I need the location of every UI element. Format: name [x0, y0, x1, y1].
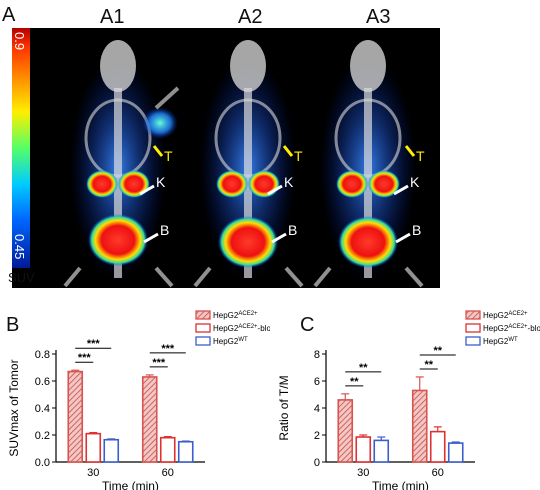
- panel-c-letter: C: [300, 314, 315, 336]
- tumor-label-a1: T: [164, 148, 173, 164]
- y-tick-label: 0.8: [35, 349, 50, 361]
- bladder-label-a2: B: [288, 222, 298, 238]
- legend-label: HepG2WT: [483, 337, 518, 346]
- legend-swatch: [195, 336, 211, 346]
- bar: [85, 432, 102, 463]
- sig-label: ***: [152, 357, 166, 369]
- x-axis-title: Time (min): [372, 479, 429, 490]
- bar: [103, 438, 120, 463]
- mouse-a2: [193, 40, 304, 288]
- panel-a-letter: A: [2, 4, 16, 26]
- legend-label: HepG2ACE2+: [213, 311, 258, 320]
- subpanel-a2-title: A2: [238, 6, 263, 28]
- kidney-label-a2: K: [284, 174, 294, 190]
- bar: [141, 376, 158, 463]
- kidney-label-a1: K: [156, 174, 166, 190]
- legend-label: HepG2ACE2+-block: [483, 324, 540, 333]
- y-axis-title: SUVmax of Tomor: [7, 359, 21, 456]
- sig-label: ***: [87, 338, 101, 350]
- bar: [355, 436, 372, 463]
- tumor-label-a2: T: [294, 148, 303, 164]
- legend-swatch: [195, 310, 211, 320]
- legend-label: HepG2ACE2+-block: [213, 324, 270, 333]
- legend-label: HepG2WT: [213, 337, 248, 346]
- x-axis-title: Time (min): [102, 479, 159, 490]
- bar: [159, 436, 176, 463]
- bar: [447, 442, 464, 463]
- y-tick-label: 2: [314, 430, 320, 442]
- bar: [177, 440, 194, 463]
- y-tick-label: 0: [314, 457, 320, 469]
- suv-colorbar: [12, 28, 30, 268]
- bladder-label-a1: B: [160, 222, 170, 238]
- sig-label: **: [424, 359, 433, 371]
- kidney-label-a3: K: [410, 174, 420, 190]
- panel-b-letter: B: [6, 314, 20, 336]
- sig-label: **: [350, 376, 359, 388]
- y-tick-label: 6: [314, 376, 320, 388]
- y-tick-label: 0.2: [35, 430, 50, 442]
- colorbar-min-label: 0.45: [12, 234, 27, 260]
- bar: [429, 430, 446, 463]
- y-tick-label: 8: [314, 349, 320, 361]
- mouse-a3: [313, 40, 424, 288]
- legend-swatch: [465, 336, 481, 346]
- pet-ct-image-panel: [12, 28, 440, 288]
- tumor-label-a3: T: [416, 148, 425, 164]
- bar: [337, 399, 354, 463]
- subpanel-a3-title: A3: [366, 6, 391, 28]
- subpanel-a1-title: A1: [100, 6, 125, 28]
- colorbar-unit-label: SUV: [8, 270, 35, 285]
- sig-label: **: [433, 345, 442, 357]
- sig-label: ***: [161, 343, 175, 355]
- y-tick-label: 0.0: [35, 457, 50, 469]
- pet-ct-mice-illustration: [63, 40, 424, 288]
- bladder-label-a3: B: [412, 222, 422, 238]
- colorbar-max-label: 0.9: [12, 32, 27, 51]
- tumor-arrows: [152, 145, 416, 157]
- x-tick-label: 30: [357, 467, 369, 479]
- bar: [373, 439, 390, 463]
- x-tick-label: 30: [87, 467, 99, 479]
- legend-swatch: [195, 323, 211, 333]
- sig-label: **: [359, 362, 368, 374]
- legend-label: HepG2ACE2+: [483, 311, 528, 320]
- x-tick-label: 60: [432, 467, 444, 479]
- organ-arrows: [139, 184, 411, 244]
- bar: [67, 370, 84, 463]
- legend-swatch: [465, 323, 481, 333]
- bar: [411, 389, 428, 463]
- legend-swatch: [465, 310, 481, 320]
- y-tick-label: 0.4: [35, 403, 50, 415]
- y-axis-title: Ratio of T/M: [277, 375, 291, 440]
- y-tick-label: 4: [314, 403, 320, 415]
- mouse-a1: [63, 40, 180, 288]
- x-tick-label: 60: [162, 467, 174, 479]
- sig-label: ***: [78, 352, 92, 364]
- y-tick-label: 0.6: [35, 376, 50, 388]
